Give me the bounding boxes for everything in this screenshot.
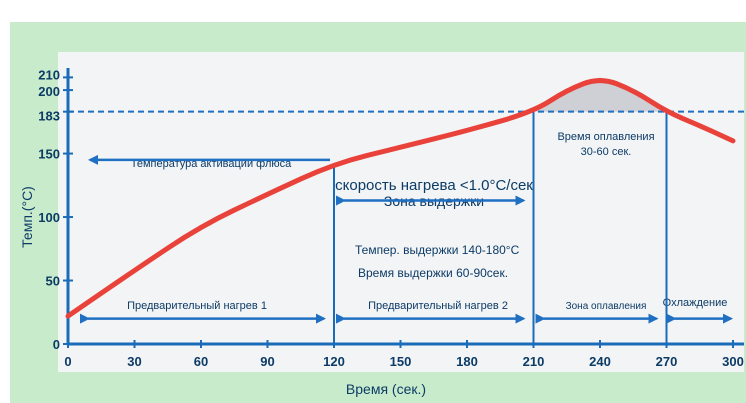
- reflow-time-label-2: 30-60 сек.: [581, 146, 632, 158]
- axis-ticks: 0 30 60 90 120 150 180 210 240 270 300 0 50 100 150 183…: [38, 67, 744, 369]
- x-tick-label-300: 300: [722, 354, 744, 369]
- cooling-label: Охлаждение: [663, 297, 728, 309]
- soak-temp-label: Темпер. выдержки 140-180°С: [355, 243, 520, 257]
- x-tick-label-30: 30: [127, 354, 141, 369]
- x-tick-label-60: 60: [194, 354, 208, 369]
- y-tick-label-50: 50: [46, 274, 60, 289]
- x-tick-label-180: 180: [456, 354, 478, 369]
- x-tick-label-240: 240: [589, 354, 611, 369]
- x-tick-label-120: 120: [323, 354, 345, 369]
- heating-rate-label: скорость нагрева <1.0°С/сек: [335, 177, 533, 194]
- reflow-profile-chart: Темп.(°C) Время (сек.) Температура актив…: [19, 52, 744, 397]
- y-tick-label-183: 183: [38, 109, 60, 124]
- y-tick-label-210: 210: [38, 67, 60, 82]
- x-tick-label-270: 270: [656, 354, 678, 369]
- temperature-curve-path: [65, 78, 736, 319]
- x-tick-label-150: 150: [390, 354, 412, 369]
- temperature-curve: [65, 78, 736, 319]
- x-axis-label: Время (сек.): [346, 381, 426, 397]
- x-tick-label-210: 210: [523, 354, 545, 369]
- zone-divider-lines: [333, 111, 668, 344]
- reflow-zone-label: Зона оплавления: [566, 301, 647, 312]
- chart-frame: Темп.(°C) Время (сек.) Температура актив…: [10, 22, 746, 403]
- preheat-1-label: Предварительный нагрев 1: [127, 300, 267, 312]
- soak-time-label: Время выдержки 60-90сек.: [358, 266, 508, 280]
- y-axis-label: Темп.(°C): [19, 186, 35, 248]
- reflow-peak-area: [533, 77, 667, 112]
- zone-arrows: [80, 154, 733, 324]
- reflow-peak-fill: [533, 77, 667, 112]
- y-tick-label-0: 0: [53, 337, 60, 352]
- x-tick-label-90: 90: [260, 354, 274, 369]
- cropped-caption: [0, 0, 746, 14]
- y-tick-label-200: 200: [38, 84, 60, 99]
- y-tick-label-150: 150: [38, 147, 60, 162]
- reflow-time-label-1: Время оплавления: [557, 131, 654, 143]
- preheat-2-label: Предварительный нагрев 2: [368, 300, 508, 312]
- y-tick-label-100: 100: [38, 210, 60, 225]
- axes: [66, 68, 744, 346]
- x-tick-label-0: 0: [64, 354, 71, 369]
